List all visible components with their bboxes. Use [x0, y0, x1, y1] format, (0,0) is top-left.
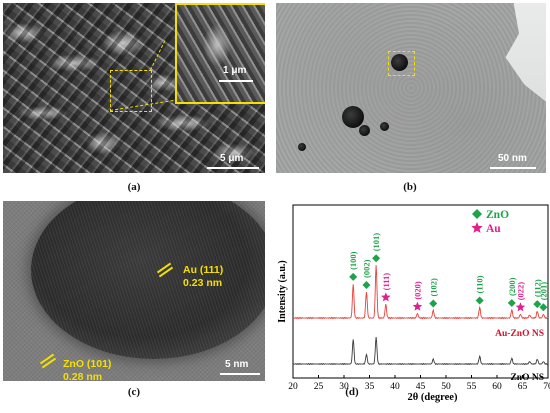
x-tick-label: 70 [543, 382, 550, 392]
au-nanoparticle [342, 106, 364, 128]
peak-hkl-label: (111) [381, 273, 391, 291]
au-nanoparticle [391, 54, 408, 71]
x-tick-label: 25 [314, 382, 324, 392]
x-tick-label: 35 [365, 382, 375, 392]
zno-peak-marker [539, 303, 548, 312]
caption-b: (b) [403, 181, 417, 193]
legend-zno-symbol [472, 209, 482, 219]
au-nanoparticle [298, 143, 306, 151]
au-peak-marker [412, 301, 423, 311]
caption-c: (c) [127, 386, 141, 398]
peak-hkl-label: (101) [371, 233, 381, 252]
scale-bar [490, 167, 536, 169]
au-nanoparticle-lattice [31, 201, 265, 359]
zno-peak-marker [429, 299, 438, 308]
x-tick-label: 55 [467, 382, 477, 392]
peak-hkl-label: (100) [348, 251, 358, 270]
zno-phase-label: ZnO (101) [63, 358, 112, 370]
x-axis-label: 2θ (degree) [408, 392, 458, 403]
zno-peak-marker [362, 280, 371, 289]
peak-hkl-label: (201) [538, 282, 548, 301]
peak-hkl-label: (112) [532, 279, 542, 297]
au-lattice-label: Au (111) 0.23 nm [183, 264, 223, 290]
scale-bar-label: 50 nm [498, 153, 527, 164]
x-tick-label: 65 [518, 382, 528, 392]
peak-hkl-label: (102) [428, 278, 438, 297]
peak-hkl-label: (020) [412, 281, 422, 300]
nanosheet-film [276, 3, 546, 173]
x-tick-label: 50 [441, 382, 451, 392]
series-label: Au-ZnO NS [495, 329, 544, 339]
sem-image-panel: 1 μm 5 μm [3, 3, 265, 173]
au-peak-marker [515, 302, 526, 312]
y-axis-label: Intensity (a.u.) [277, 260, 288, 323]
scale-bar-label: 5 nm [225, 359, 249, 370]
series-label: ZnO NS [510, 373, 544, 383]
zoom-region-box [110, 70, 152, 112]
xrd-chart-panel: 20 25 30 35 40 45 50 55 60 65 70 2θ (degree) Intensi… [268, 200, 550, 408]
tem-image-panel: 50 nm [276, 3, 546, 173]
zno-peak-marker [349, 272, 358, 281]
au-phase-label: Au (111) [183, 264, 224, 276]
peak-hkl-label: (110) [475, 275, 485, 293]
x-tick-label: 45 [416, 382, 426, 392]
peak-hkl-label: (022) [515, 282, 525, 301]
scale-bar-label: 5 μm [220, 153, 244, 164]
peak-hkl-label: (002) [361, 259, 371, 278]
legend-label: ZnO [486, 209, 509, 221]
xrd-series-line [292, 265, 549, 320]
zno-peak-marker [507, 298, 516, 307]
caption-d: (d) [345, 386, 359, 398]
au-spacing-label: 0.23 nm [183, 277, 223, 289]
zno-peak-marker [475, 296, 484, 305]
au-nanoparticle [359, 125, 370, 136]
x-tick-label: 30 [339, 382, 349, 392]
legend-au-symbol [471, 222, 483, 233]
xrd-series-line [292, 336, 549, 366]
scale-bar [220, 373, 260, 375]
zno-peak-marker [533, 300, 542, 309]
inset-scale-bar [219, 80, 253, 82]
x-tick-label: 40 [390, 382, 400, 392]
zno-spacing-label: 0.28 nm [63, 371, 103, 381]
au-nanoparticle [380, 122, 389, 131]
hrtem-image-panel: Au (111) 0.23 nm ZnO (101) 0.28 nm 5 nm [3, 201, 265, 381]
zno-lattice-label: ZnO (101) 0.28 nm [35, 358, 111, 381]
peak-hkl-label: (200) [507, 277, 517, 296]
x-tick-label: 20 [288, 382, 298, 392]
inset-scale-label: 1 μm [223, 65, 247, 76]
zno-peak-marker [372, 254, 381, 263]
scale-bar [207, 167, 259, 169]
au-peak-marker [381, 292, 391, 302]
legend-label: Au [486, 223, 501, 235]
sem-inset-image [175, 3, 265, 104]
caption-a: (a) [127, 181, 141, 193]
xrd-chart: 20 25 30 35 40 45 50 55 60 65 70 2θ (degree) Intensi… [277, 204, 550, 403]
selected-particle-box [388, 51, 415, 76]
x-tick-label: 60 [492, 382, 502, 392]
